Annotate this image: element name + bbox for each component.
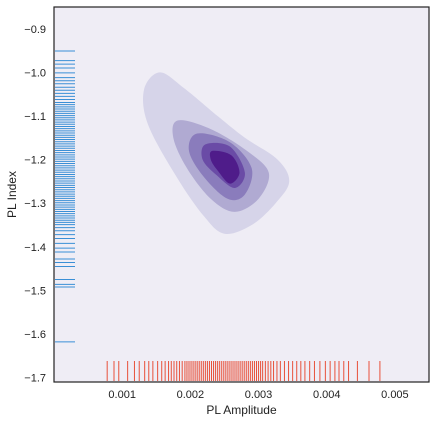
- contour-level-5: [209, 150, 240, 184]
- density-contours: [142, 72, 290, 234]
- y-tick-label: −1.0: [24, 67, 46, 79]
- y-rug: [55, 50, 75, 343]
- plot-frame: [53, 6, 430, 383]
- y-tick-label: −1.6: [24, 329, 46, 341]
- y-tick-label: −1.5: [24, 285, 46, 297]
- y-axis-ticks: −0.9 −1.0 −1.1 −1.2 −1.3 −1.4 −1.5 −1.6 −1.7: [24, 24, 46, 385]
- x-axis-label: PL Amplitude: [206, 403, 277, 417]
- y-tick-label: −1.7: [24, 373, 46, 385]
- x-tick-label: 0.005: [381, 389, 409, 401]
- x-tick-label: 0.003: [245, 389, 273, 401]
- x-tick-label: 0.004: [313, 389, 341, 401]
- x-rug: [106, 361, 381, 381]
- x-tick-label: 0.001: [108, 389, 136, 401]
- y-tick-label: −0.9: [24, 24, 46, 36]
- x-tick-label: 0.002: [177, 389, 205, 401]
- y-tick-label: −1.1: [24, 111, 46, 123]
- y-tick-label: −1.2: [24, 155, 46, 167]
- x-axis-ticks: 0.001 0.002 0.003 0.004 0.005: [108, 389, 408, 401]
- y-tick-label: −1.4: [24, 242, 46, 254]
- y-tick-label: −1.3: [24, 198, 46, 210]
- y-axis-label: PL Index: [5, 171, 19, 218]
